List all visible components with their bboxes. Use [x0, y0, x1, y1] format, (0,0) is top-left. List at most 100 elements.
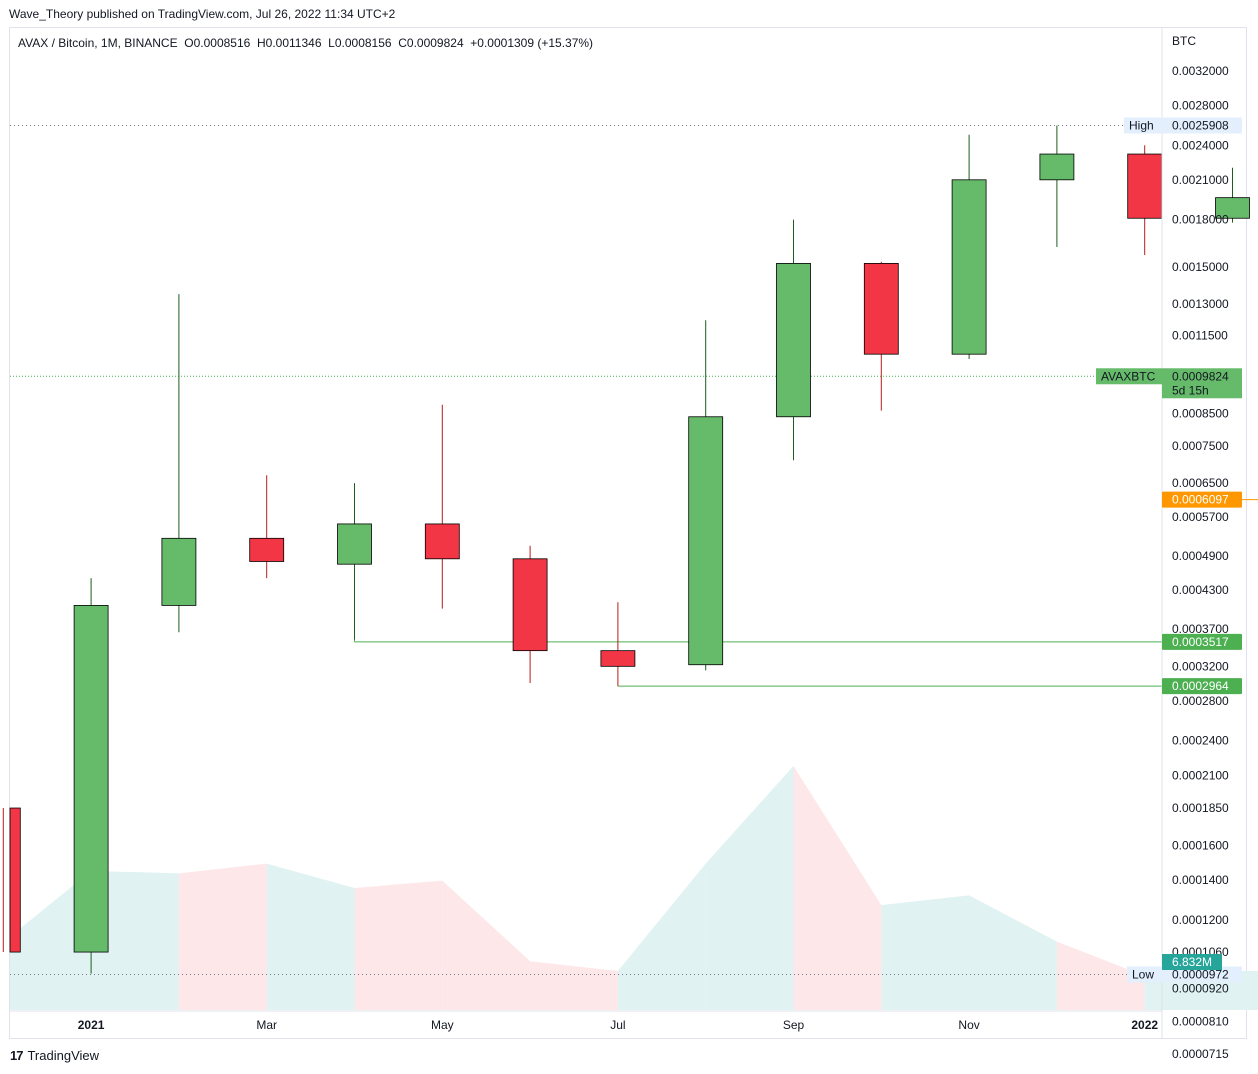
volume-segment-4 [354, 880, 443, 1010]
candle-body-10 [863, 263, 899, 355]
time-tick-6: 2022 [1131, 1018, 1158, 1032]
price-tick-12: 0.0004900 [1172, 549, 1229, 563]
candle-body-12 [1039, 153, 1075, 181]
candle-body-3 [249, 537, 285, 562]
countdown-text: 5d 15h [1172, 383, 1209, 397]
volume-segment-0 [10, 870, 92, 1010]
candle-body-0 [9, 807, 21, 953]
volume-tag-text: 6.832M [1172, 955, 1212, 969]
volume-segment-6 [530, 961, 618, 1010]
high-tag-bg [1162, 117, 1242, 134]
price-tick-22: 0.0001200 [1172, 913, 1229, 927]
price-tick-11: 0.0005700 [1172, 510, 1229, 524]
publisher-line: Wave_Theory published on TradingView.com… [9, 7, 396, 21]
time-tick-2: May [431, 1018, 454, 1032]
price-axis-currency: BTC [1172, 34, 1196, 48]
candle-1 [73, 578, 109, 974]
volume-segment-11 [969, 895, 1057, 1010]
price-tick-13: 0.0004300 [1172, 583, 1229, 597]
candle-8 [688, 320, 724, 671]
high-tag: 0.0025908 [1162, 117, 1242, 134]
time-tick-0: 2021 [78, 1018, 105, 1032]
price-tick-14: 0.0003700 [1172, 622, 1229, 636]
footer: 17 TradingView [10, 1048, 99, 1063]
candle-3 [249, 475, 285, 579]
candle-body-8 [688, 416, 724, 666]
price-tick-26: 0.0000715 [1172, 1047, 1229, 1061]
symbol-tag-bg [1096, 368, 1162, 385]
time-tick-4: Sep [783, 1018, 805, 1032]
price-tick-21: 0.0001400 [1172, 873, 1229, 887]
volume-tag-bg [1162, 954, 1222, 970]
high-low-dotted-lines [10, 125, 1162, 975]
candle-body-14 [1215, 197, 1250, 219]
level-tag-0: 0.0006097 [1162, 491, 1242, 508]
price-tick-8: 0.0008500 [1172, 407, 1229, 421]
candle-6 [512, 545, 548, 684]
price-tick-5: 0.0015000 [1172, 260, 1229, 274]
candles [2, 125, 1250, 974]
high-tag-text: 0.0025908 [1172, 119, 1229, 133]
candle-body-4 [337, 523, 372, 565]
price-tick-2: 0.0024000 [1172, 138, 1229, 152]
candle-12 [1039, 125, 1075, 247]
volume-segment-3 [266, 863, 355, 1010]
volume-segment-5 [442, 880, 531, 1010]
time-tick-1: Mar [256, 1018, 277, 1032]
volume-segment-1 [91, 870, 179, 1010]
time-axis: 2021MarMayJulSepNov2022MarMayJulSepNov20… [10, 1010, 1162, 1032]
level-tag-2: 0.0002964 [1162, 678, 1242, 695]
candle-13 [1127, 145, 1163, 256]
low-tag-text: 0.0000972 [1172, 967, 1229, 981]
price-tick-15: 0.0003200 [1172, 659, 1229, 673]
level-tag-2-bg [1162, 678, 1242, 695]
price-tags: High 0.0025908 Low 0.0000972 0.0006097 0.0003… [1096, 117, 1242, 983]
high-name-text: High [1129, 119, 1154, 133]
price-tick-17: 0.0002400 [1172, 734, 1229, 748]
volume-segment-12 [1056, 941, 1145, 1010]
time-tick-5: Nov [958, 1018, 979, 1032]
symbol-legend: AVAX / Bitcoin, 1M, BINANCE O0.0008516 H… [18, 36, 594, 50]
candle-body-13 [1127, 153, 1163, 219]
candle-body-6 [512, 558, 548, 652]
candle-9 [776, 219, 811, 461]
level-tag-0-bg [1162, 491, 1242, 508]
horizontal-levels [354, 499, 1258, 687]
volume-segment-8 [705, 766, 794, 1010]
candle-body-9 [776, 263, 811, 418]
candle-body-5 [424, 523, 460, 560]
level-tag-2-text: 0.0002964 [1172, 679, 1229, 693]
volume-segment-7 [617, 863, 706, 1010]
tradingview-logo-icon: 17 [10, 1048, 24, 1063]
candle-10 [863, 261, 899, 411]
candle-2 [161, 294, 197, 633]
candle-body-11 [951, 179, 987, 355]
candle-7 [600, 602, 636, 687]
candle-11 [951, 134, 987, 360]
level-tag-1-bg [1162, 633, 1242, 650]
candle-body-1 [73, 605, 109, 953]
price-axis: BTC 0.0032000 0.0028000 0.0024000 0.0021000 0… [1161, 28, 1229, 1061]
price-tick-25: 0.0000810 [1172, 1015, 1229, 1029]
price-tick-10: 0.0006500 [1172, 476, 1229, 490]
price-tick-19: 0.0001850 [1172, 801, 1229, 815]
last-price-tag-text: 0.0009824 [1172, 369, 1229, 383]
high-name-bg [1124, 117, 1162, 134]
last-price-tag-bg [1162, 368, 1242, 399]
candle-0 [2, 807, 21, 953]
price-tick-18: 0.0002100 [1172, 768, 1229, 782]
level-tag-1: 0.0003517 [1162, 633, 1242, 650]
symbol-tag-text: AVAXBTC [1101, 369, 1156, 383]
candle-4 [337, 483, 372, 640]
price-tick-1: 0.0028000 [1172, 98, 1229, 112]
candle-14 [1215, 167, 1250, 223]
low-name-text: Low [1132, 967, 1154, 981]
price-tick-3: 0.0021000 [1172, 173, 1229, 187]
chart-frame [9, 27, 1247, 1039]
candle-5 [424, 404, 460, 609]
candle-body-2 [161, 537, 197, 606]
price-tick-7: 0.0011500 [1172, 329, 1228, 343]
price-tick-16: 0.0002800 [1172, 694, 1229, 708]
volume-segment-2 [178, 863, 267, 1010]
